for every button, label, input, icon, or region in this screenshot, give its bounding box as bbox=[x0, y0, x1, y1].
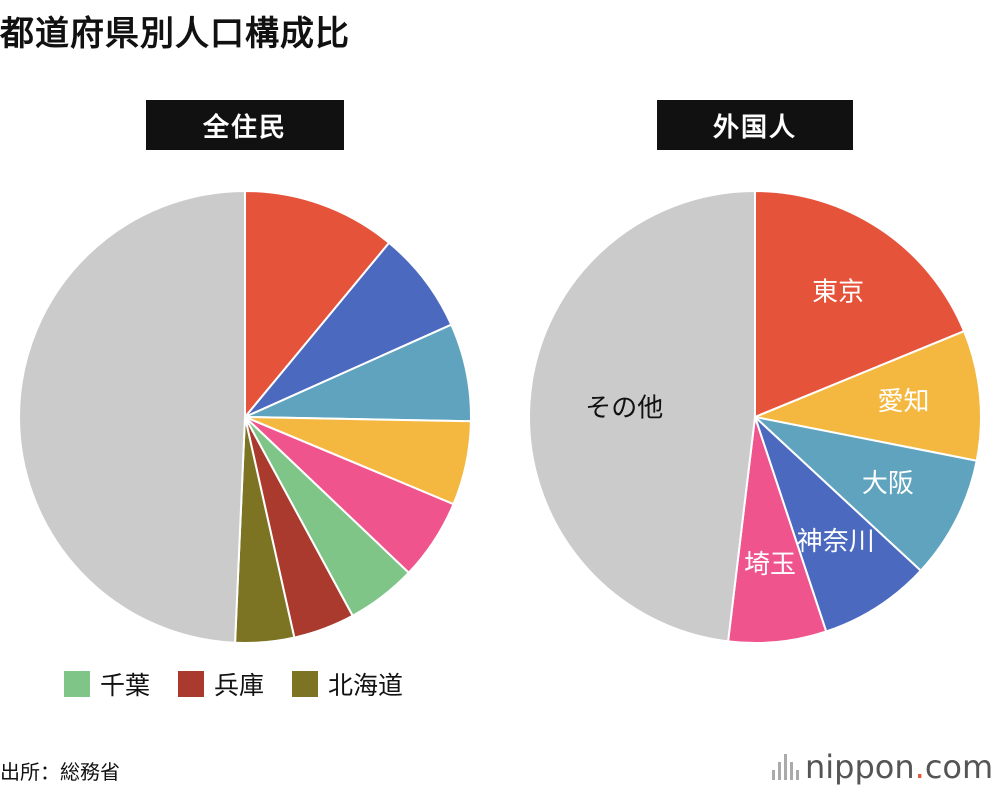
pie-slice-label-1-4: 埼玉 bbox=[744, 550, 796, 580]
pie-slice-label-1-0: 東京 bbox=[812, 278, 864, 308]
pie-slice-1-2 bbox=[751, 415, 978, 573]
legend-item-hyogo: 兵庫 bbox=[178, 666, 264, 702]
legend-swatch-hokkaido bbox=[292, 671, 319, 697]
pie-slice-1-1 bbox=[751, 329, 982, 462]
legend-label-hyogo: 兵庫 bbox=[214, 671, 265, 700]
legend-item-hokkaido: 北海道 bbox=[292, 666, 403, 702]
brand-logo[interactable]: nippon.com bbox=[772, 748, 993, 786]
legend-label-hokkaido: 北海道 bbox=[328, 671, 404, 700]
pie-title-foreign-residents: 外国人 bbox=[657, 100, 853, 150]
pie-all-residents bbox=[18, 189, 472, 644]
legend-swatch-hyogo bbox=[178, 671, 205, 697]
brand-dot: . bbox=[914, 748, 925, 786]
source-note: 出所：総務省 bbox=[0, 760, 120, 784]
pie-title-all-residents: 全住民 bbox=[146, 100, 344, 150]
pie-slice-0-1 bbox=[244, 241, 453, 418]
brand-bars-icon bbox=[772, 754, 799, 780]
legend-item-chiba: 千葉 bbox=[64, 666, 150, 702]
pie-slice-1-3 bbox=[754, 416, 923, 633]
pie-slice-1-5 bbox=[528, 189, 756, 643]
legend-label-chiba: 千葉 bbox=[100, 671, 151, 700]
pie-slice-label-1-2: 大阪 bbox=[862, 469, 914, 499]
pie-slice-0-8 bbox=[18, 189, 246, 644]
pie-slice-1-0 bbox=[754, 189, 966, 419]
pie-slice-label-1-1: 愛知 bbox=[877, 387, 929, 417]
brand-text: nippon.com bbox=[805, 748, 994, 786]
pie-slice-label-1-5: その他 bbox=[585, 394, 663, 424]
legend: 千葉 兵庫 北海道 bbox=[64, 666, 403, 702]
page-title: 都道府県別人口構成比 bbox=[0, 14, 350, 54]
legend-swatch-chiba bbox=[64, 671, 90, 697]
pie-slice-label-1-3: 神奈川 bbox=[797, 527, 875, 557]
pie-slice-0-0 bbox=[244, 189, 391, 420]
